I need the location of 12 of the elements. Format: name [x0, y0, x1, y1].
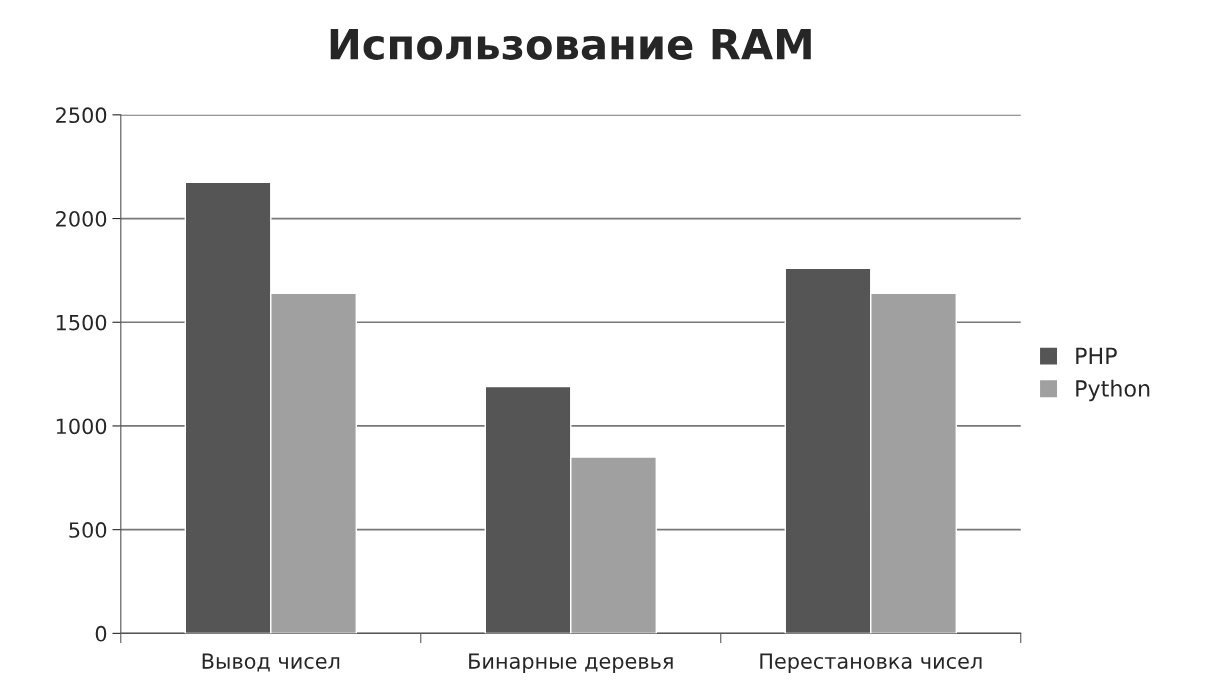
- y-tick-label: 1500: [56, 314, 107, 331]
- y-tick-label: 2500: [56, 107, 107, 124]
- y-tick-label: 0: [95, 625, 107, 642]
- legend-label: PHP: [1076, 347, 1117, 364]
- x-tick-label: Бинарные деревья: [469, 653, 673, 673]
- x-tick-label: Перестановка чисел: [760, 653, 982, 673]
- x-tick-label: Вывод чисел: [202, 653, 340, 672]
- legend-label: Python: [1076, 379, 1150, 402]
- chart-title: Использование RAM: [330, 28, 811, 60]
- y-tick-label: 1000: [56, 418, 107, 435]
- y-tick-label: 2000: [56, 211, 107, 227]
- y-tick-label: 500: [69, 522, 107, 538]
